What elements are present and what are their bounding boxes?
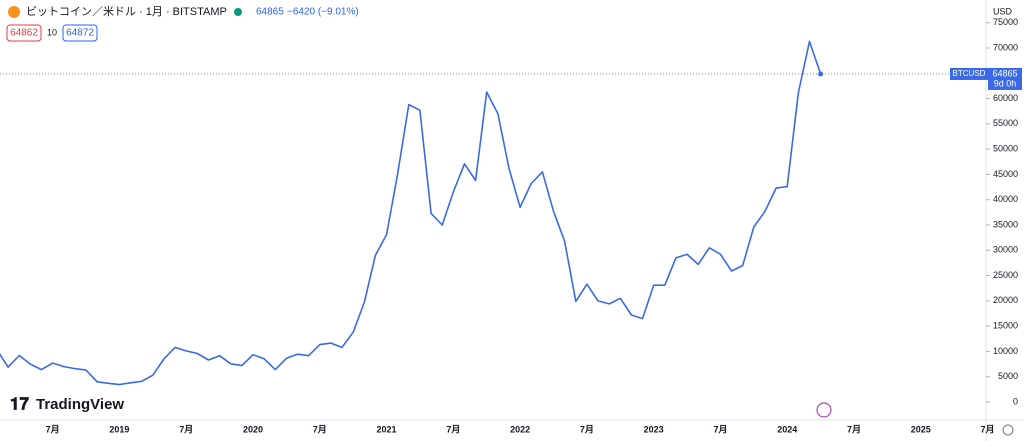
price-line — [0, 40, 822, 386]
y-tick-label: 60000 — [993, 93, 1018, 103]
y-tick-label: 45000 — [993, 169, 1018, 179]
price-change: −6420 (−9.01%) — [287, 7, 359, 18]
ask-box[interactable] — [62, 24, 98, 42]
chart-title: ビットコイン／米ドル · 1月 · BITSTAMP — [26, 5, 227, 18]
coin-icon — [8, 6, 20, 18]
bid-price: 64862 — [10, 28, 38, 39]
x-tick-label: 2023 — [644, 424, 664, 434]
x-tick-label: 7月 — [46, 424, 60, 434]
x-tick-label: 7月 — [847, 424, 861, 434]
x-tick-label: 2019 — [109, 424, 129, 434]
y-tick-label: 10000 — [993, 346, 1018, 356]
ask-price: 64872 — [66, 28, 94, 39]
x-tick-label: 2024 — [777, 424, 797, 434]
y-tick-label: 40000 — [993, 194, 1018, 204]
y-tick-label: 0 — [1013, 396, 1018, 406]
brand-name: TradingView — [36, 396, 124, 413]
x-tick-label: 7月 — [313, 424, 327, 434]
plot — [0, 40, 824, 386]
x-tick-label: 7月 — [580, 424, 594, 434]
y-tick-label: 30000 — [993, 245, 1018, 255]
settings-icon[interactable] — [1002, 424, 1014, 436]
market-status — [234, 8, 242, 16]
y-tick-label: 20000 — [993, 295, 1018, 305]
last-point — [818, 71, 824, 77]
x-tick-label: 7月 — [446, 424, 460, 434]
y-tick-label: 35000 — [993, 219, 1018, 229]
y-tick-label: 5000 — [998, 371, 1018, 381]
x-tick-label: 7月 — [713, 424, 727, 434]
y-tick-label: 25000 — [993, 270, 1018, 280]
spread: 10 — [47, 27, 57, 37]
x-tick-label: 2021 — [377, 424, 397, 434]
x-tick-label: 2025 — [911, 424, 931, 434]
y-tick-label: 70000 — [993, 42, 1018, 52]
countdown: 9d 0h — [994, 78, 1017, 88]
price-label-bg — [988, 67, 1022, 90]
y-tick-label: 15000 — [993, 321, 1018, 331]
y-tick-label: 50000 — [993, 144, 1018, 154]
price-label: 64865 — [992, 68, 1017, 78]
symbol-label: BTCUSD — [953, 69, 986, 78]
currency[interactable]: USD — [993, 6, 1013, 16]
last-price: 64865 — [256, 7, 284, 18]
x-tick-label: 2022 — [510, 424, 530, 434]
events-icon[interactable] — [816, 402, 832, 418]
bid-box[interactable] — [6, 24, 42, 42]
x-tick-label: 7月 — [981, 424, 995, 434]
y-tick-label: 55000 — [993, 118, 1018, 128]
y-tick-label: 75000 — [993, 17, 1018, 27]
x-tick-label: 2020 — [243, 424, 263, 434]
symbol-label-bg — [950, 67, 988, 80]
x-tick-label: 7月 — [179, 424, 193, 434]
brand-logo-mark: 𝟏𝟕 — [10, 394, 29, 413]
